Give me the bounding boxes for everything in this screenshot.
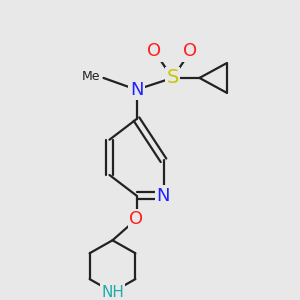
Text: Me: Me [82, 70, 100, 83]
Text: S: S [166, 68, 179, 87]
Text: N: N [157, 187, 170, 205]
Text: O: O [183, 43, 198, 61]
Text: O: O [147, 43, 162, 61]
Text: O: O [129, 210, 144, 228]
Text: NH: NH [101, 285, 124, 300]
Text: N: N [130, 81, 143, 99]
